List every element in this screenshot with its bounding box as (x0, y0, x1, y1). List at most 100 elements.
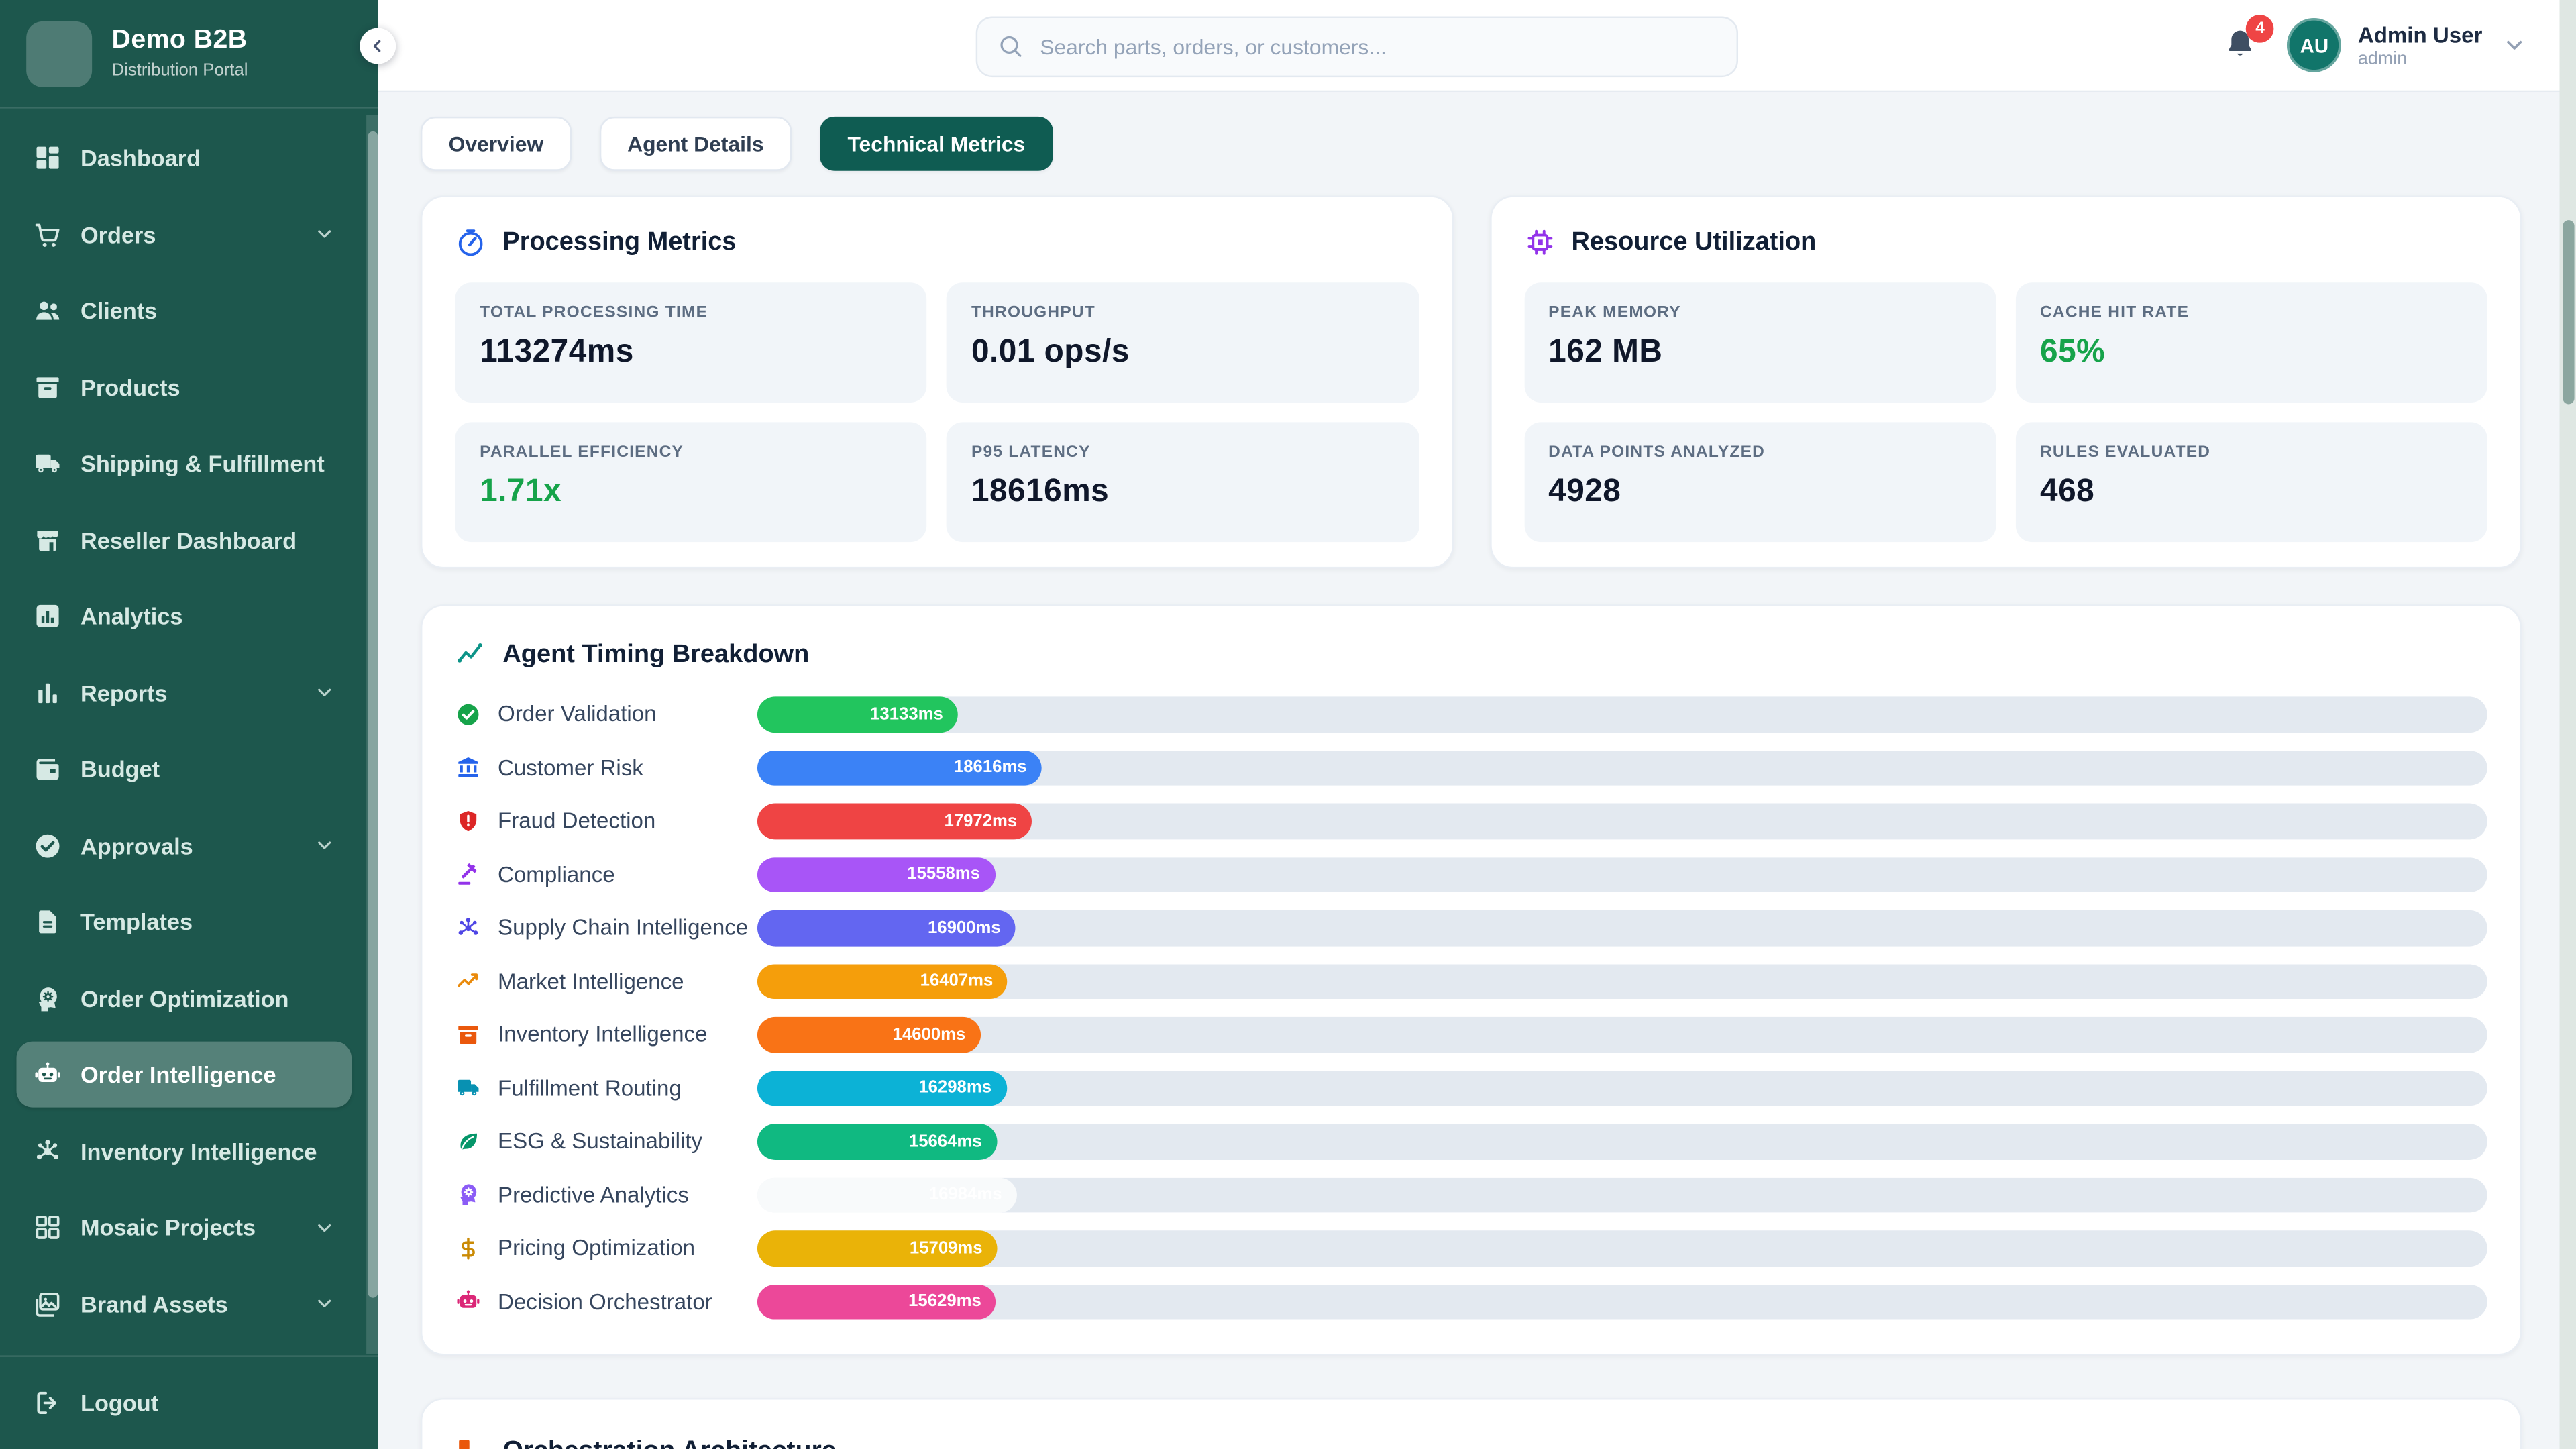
gavel-icon (455, 861, 481, 888)
stat-label: THROUGHPUT (971, 304, 1096, 323)
sidebar-scrollbar-thumb[interactable] (367, 131, 378, 1298)
resource-utilization-card: Resource Utilization PEAK MEMORY 162 MB CA… (1489, 195, 2522, 569)
timing-row-label: Fulfillment Routing (498, 1075, 682, 1101)
chevron-down-icon (314, 1293, 335, 1314)
search-input[interactable] (975, 15, 1739, 76)
brand-logo (26, 20, 93, 87)
card-header: Agent Timing Breakdown (455, 639, 2487, 671)
timing-bar-value: 18616ms (953, 757, 1027, 777)
user-meta: Admin User admin (2358, 22, 2483, 68)
sidebar-item-order-intelligence[interactable]: Order Intelligence (16, 1041, 352, 1108)
timing-row-label: Order Validation (498, 702, 657, 727)
stat-label: PEAK MEMORY (1548, 304, 1681, 323)
timing-row-label: Inventory Intelligence (498, 1022, 708, 1047)
sidebar-item-products[interactable]: Products (16, 354, 352, 420)
sidebar-item-reseller-dashboard[interactable]: Reseller Dashboard (16, 507, 352, 573)
stat-label: TOTAL PROCESSING TIME (480, 304, 708, 323)
timing-bar-track: 13133ms (757, 696, 2487, 733)
bar-chart-icon (33, 678, 62, 707)
agent-timing-card: Agent Timing Breakdown Order Validation 1… (420, 604, 2522, 1356)
timing-bar: 16900ms (757, 910, 1016, 946)
tab-agent-details[interactable]: Agent Details (599, 116, 792, 171)
truck-icon (33, 449, 62, 478)
sidebar-item-orders[interactable]: Orders (16, 201, 352, 267)
stat-data-points-analyzed: DATA POINTS ANALYZED 4928 (1523, 422, 1996, 543)
chevron-down-icon (314, 835, 335, 856)
sidebar-item-mosaic-projects[interactable]: Mosaic Projects (16, 1194, 352, 1260)
tab-overview[interactable]: Overview (420, 116, 572, 171)
page-scrollbar-thumb[interactable] (2562, 220, 2574, 405)
timing-row-label: Pricing Optimization (498, 1236, 696, 1260)
sidebar-item-label: Orders (80, 221, 156, 248)
search-icon (998, 33, 1024, 59)
timing-row-pricing-optimization: Pricing Optimization 15709ms (455, 1230, 2487, 1266)
main-area: 4 AU Admin User admin Overview Agent Deta… (378, 0, 2576, 1449)
tabs: Overview Agent Details Technical Metrics (420, 116, 2522, 171)
cart-icon (33, 219, 62, 249)
topbar: 4 AU Admin User admin (378, 0, 2576, 93)
card-title: Orchestration Architecture (502, 1437, 836, 1449)
content: Overview Agent Details Technical Metrics P… (378, 92, 2576, 1449)
topbar-right: 4 AU Admin User admin (2223, 15, 2576, 72)
timing-bar-track: 16298ms (757, 1070, 2487, 1106)
org-chart-icon (455, 1436, 486, 1449)
robot-icon (33, 1060, 62, 1089)
timing-bar: 17972ms (757, 803, 1032, 839)
sidebar-item-templates[interactable]: Templates (16, 889, 352, 955)
box-icon (455, 1022, 481, 1048)
orchestration-card: Orchestration Architecture (420, 1398, 2522, 1449)
timing-bar-track: 15709ms (757, 1230, 2487, 1266)
user-menu[interactable]: AU Admin User admin (2287, 17, 2527, 72)
notifications-button[interactable]: 4 (2223, 15, 2274, 64)
user-role: admin (2357, 48, 2408, 68)
sidebar-item-approvals[interactable]: Approvals (16, 812, 352, 878)
sidebar-header: Demo B2B Distribution Portal (0, 0, 378, 109)
sidebar-item-dashboard[interactable]: Dashboard (16, 125, 352, 191)
sidebar-item-reports[interactable]: Reports (16, 659, 352, 725)
hub-icon (33, 1136, 62, 1165)
store-icon (33, 525, 62, 554)
sidebar-item-budget[interactable]: Budget (16, 736, 352, 802)
sidebar-item-label: Dashboard (80, 144, 201, 171)
card-title: Resource Utilization (1571, 227, 1817, 256)
sidebar-footer: Logout (0, 1355, 378, 1449)
logout-button[interactable]: Logout (16, 1370, 354, 1436)
timing-bar-track: 16984ms (757, 1177, 2487, 1213)
timing-bar-track: 15629ms (757, 1283, 2487, 1320)
stat-p95-latency: P95 LATENCY 18616ms (947, 422, 1419, 543)
sidebar-item-label: Mosaic Projects (80, 1214, 256, 1240)
sidebar-collapse-button[interactable] (360, 28, 396, 64)
stat-peak-memory: PEAK MEMORY 162 MB (1523, 282, 1996, 403)
timing-bar: 15709ms (757, 1230, 998, 1266)
wallet-icon (33, 754, 62, 784)
timing-row-label: Fraud Detection (498, 808, 656, 834)
card-header: Processing Metrics (455, 227, 1418, 258)
metric-cards-row: Processing Metrics TOTAL PROCESSING TIME… (420, 195, 2522, 569)
page-scrollbar[interactable] (2559, 0, 2576, 1449)
sidebar-item-label: Templates (80, 908, 193, 935)
stat-throughput: THROUGHPUT 0.01 ops/s (947, 282, 1419, 403)
timing-bar-value: 16900ms (927, 918, 1001, 938)
sidebar-item-inventory-intelligence[interactable]: Inventory Intelligence (16, 1118, 352, 1184)
timing-bar-track: 15664ms (757, 1124, 2487, 1159)
stat-parallel-efficiency: PARALLEL EFFICIENCY 1.71x (455, 422, 927, 543)
sidebar-item-clients[interactable]: Clients (16, 278, 352, 343)
sidebar-scrollbar[interactable] (366, 115, 378, 1354)
cpu-icon (1523, 227, 1555, 258)
chevron-left-icon (368, 36, 388, 56)
timing-bar-track: 15558ms (757, 857, 2487, 892)
stat-value: 18616ms (971, 473, 1110, 510)
sidebar-item-label: Reseller Dashboard (80, 526, 297, 553)
sidebar-item-order-optimization[interactable]: Order Optimization (16, 965, 352, 1031)
sidebar-item-shipping-fulfillment[interactable]: Shipping & Fulfillment (16, 431, 352, 496)
timing-row-decision-orchestrator: Decision Orchestrator 15629ms (455, 1283, 2487, 1320)
sidebar-item-analytics[interactable]: Analytics (16, 583, 352, 649)
sidebar-item-brand-assets[interactable]: Brand Assets (16, 1271, 352, 1336)
sidebar-item-label: Order Optimization (80, 985, 289, 1012)
brand-name: Demo B2B (111, 26, 248, 54)
sidebar-item-label: Analytics (80, 602, 183, 629)
sidebar-item-label: Budget (80, 755, 160, 782)
timing-rows: Order Validation 13133ms Customer Risk 1861… (455, 696, 2487, 1320)
tab-technical-metrics[interactable]: Technical Metrics (819, 116, 1053, 171)
timing-row-label: Decision Orchestrator (498, 1289, 712, 1314)
